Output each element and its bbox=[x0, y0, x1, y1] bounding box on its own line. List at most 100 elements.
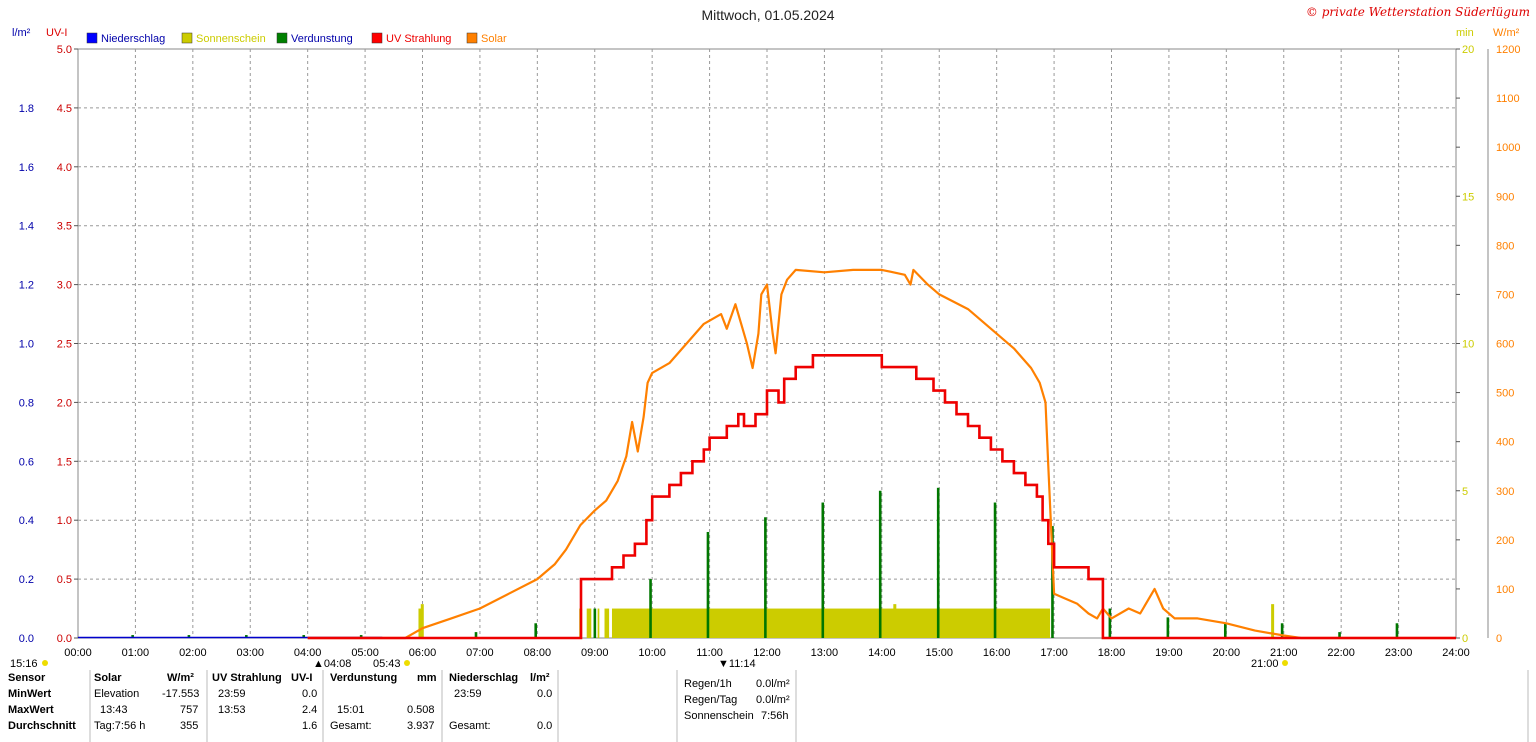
legend-label: Verdunstung bbox=[291, 33, 353, 45]
evaporation-bar bbox=[1166, 617, 1170, 638]
row-max-evap-a: 15:01 bbox=[337, 704, 365, 716]
row-max-solar-b: 757 bbox=[180, 704, 199, 716]
sunshine-tick-label: 5 bbox=[1462, 486, 1468, 498]
summary-sunshine-label: Sonnenschein bbox=[684, 710, 754, 722]
unit-sunshine: min bbox=[1456, 27, 1474, 39]
x-tick-label: 15:00 bbox=[925, 647, 953, 659]
x-tick-label: 01:00 bbox=[122, 647, 150, 659]
row-max-uv-b: 2.4 bbox=[302, 704, 318, 716]
sunshine-tick-label: 15 bbox=[1462, 191, 1474, 203]
solar-tick-label: 1200 bbox=[1496, 44, 1520, 56]
evaporation-bar bbox=[1280, 623, 1284, 638]
precip-tick-label: 1.4 bbox=[19, 221, 34, 233]
x-tick-label: 21:00 bbox=[1270, 647, 1298, 659]
row-min-precip-a: 23:59 bbox=[454, 688, 482, 700]
summary-rain-hour-label: Regen/1h bbox=[684, 678, 732, 690]
evaporation-bar bbox=[1338, 632, 1341, 638]
sunshine-spike bbox=[420, 604, 424, 638]
x-tick-label: 05:00 bbox=[351, 647, 379, 659]
uv-tick-label: 3.5 bbox=[57, 221, 72, 233]
row-min-uv-a: 23:59 bbox=[218, 688, 246, 700]
solar-tick-label: 400 bbox=[1496, 437, 1514, 449]
sunshine-bar bbox=[604, 608, 610, 638]
row-max-evap-b: 0.508 bbox=[407, 704, 435, 716]
evaporation-bar bbox=[187, 635, 191, 638]
x-tick-label: 12:00 bbox=[753, 647, 781, 659]
header-solar-unit: W/m² bbox=[167, 672, 194, 684]
precip-tick-label: 0.6 bbox=[19, 456, 34, 468]
row-min-solar-a: Elevation bbox=[94, 688, 140, 700]
legend-swatch bbox=[466, 32, 478, 44]
x-tick-label: 08:00 bbox=[524, 647, 552, 659]
evaporation-bars bbox=[131, 487, 1399, 638]
unit-precip: l/m² bbox=[12, 27, 31, 39]
precip-tick-label: 0.8 bbox=[19, 397, 34, 409]
row-max-solar-a: 13:43 bbox=[100, 704, 128, 716]
solar-tick-label: 0 bbox=[1496, 633, 1502, 645]
legend-swatch bbox=[276, 32, 288, 44]
solar-tick-label: 300 bbox=[1496, 486, 1514, 498]
table-lines bbox=[89, 670, 1529, 742]
sunshine-bar bbox=[586, 608, 592, 638]
solar-tick-label: 1000 bbox=[1496, 142, 1520, 154]
evaporation-bar bbox=[706, 531, 710, 638]
evaporation-bar bbox=[1051, 526, 1054, 638]
x-tick-label: 09:00 bbox=[581, 647, 609, 659]
evaporation-bar bbox=[302, 635, 306, 638]
header-uv-unit: UV-I bbox=[291, 672, 313, 684]
uv-tick-label: 3.0 bbox=[57, 280, 72, 292]
precip-tick-label: 0.4 bbox=[19, 515, 34, 527]
sunshine-tick-label: 0 bbox=[1462, 633, 1468, 645]
x-tick-label: 13:00 bbox=[811, 647, 839, 659]
unit-uv: UV-I bbox=[46, 27, 67, 39]
sunshine-tick-label: 10 bbox=[1462, 339, 1474, 351]
weather-chart: Mittwoch, 01.05.2024 © private Wettersta… bbox=[10, 5, 1530, 670]
legend-swatch bbox=[181, 32, 193, 44]
row-min-uv-b: 0.0 bbox=[302, 688, 318, 700]
evaporation-bar bbox=[649, 579, 652, 638]
solar-tick-label: 900 bbox=[1496, 191, 1514, 203]
evaporation-bar bbox=[1108, 608, 1112, 638]
row-avg-label: Durchschnitt bbox=[8, 720, 76, 732]
evaporation-bar bbox=[593, 608, 597, 638]
uv-tick-label: 0.5 bbox=[57, 574, 72, 586]
solar-tick-label: 500 bbox=[1496, 388, 1514, 400]
legend-swatch bbox=[86, 32, 98, 44]
uv-tick-label: 2.5 bbox=[57, 339, 72, 351]
sunset-marker bbox=[1282, 660, 1288, 666]
row-max-uv-a: 13:53 bbox=[218, 704, 246, 716]
evaporation-bar bbox=[1223, 623, 1227, 638]
row-avg-evap-b: 3.937 bbox=[407, 720, 435, 732]
evaporation-bar bbox=[821, 502, 825, 638]
x-tick-label: 02:00 bbox=[179, 647, 207, 659]
row-min-label: MinWert bbox=[8, 688, 52, 700]
summary-sunshine-value: 7:56h bbox=[761, 710, 789, 722]
evaporation-bar bbox=[534, 623, 538, 638]
row-avg-uv-b: 1.6 bbox=[302, 720, 318, 732]
marker-noon: ▼11:14 bbox=[718, 658, 756, 670]
legend-label: Niederschlag bbox=[101, 33, 165, 45]
marker-sunrise: 05:43 bbox=[373, 658, 401, 670]
x-tick-label: 07:00 bbox=[466, 647, 494, 659]
evaporation-bar bbox=[131, 635, 134, 638]
legend: Niederschlag Sonnenschein Verdunstung UV St… bbox=[86, 32, 507, 45]
solar-tick-label: 800 bbox=[1496, 240, 1514, 252]
header-sensor: Sensor bbox=[8, 672, 46, 684]
x-tick-label: 06:00 bbox=[409, 647, 437, 659]
header-evap-unit: mm bbox=[417, 672, 437, 684]
uv-tick-label: 4.0 bbox=[57, 162, 72, 174]
sunshine-bar bbox=[611, 608, 1051, 638]
legend-swatch bbox=[371, 32, 383, 44]
grid bbox=[77, 48, 1457, 639]
sunshine-bar bbox=[418, 608, 423, 638]
precip-tick-label: 1.0 bbox=[19, 339, 34, 351]
marker-sunset: 21:00 bbox=[1251, 658, 1279, 670]
sunshine-spike bbox=[1271, 604, 1275, 638]
x-tick-label: 16:00 bbox=[983, 647, 1011, 659]
solar-tick-label: 700 bbox=[1496, 289, 1514, 301]
sunrise-marker bbox=[404, 660, 410, 666]
marker-left-time: 15:16 bbox=[10, 658, 38, 670]
x-tick-label: 00:00 bbox=[64, 647, 92, 659]
row-max-label: MaxWert bbox=[8, 704, 54, 716]
row-min-solar-b: -17.553 bbox=[162, 688, 200, 700]
